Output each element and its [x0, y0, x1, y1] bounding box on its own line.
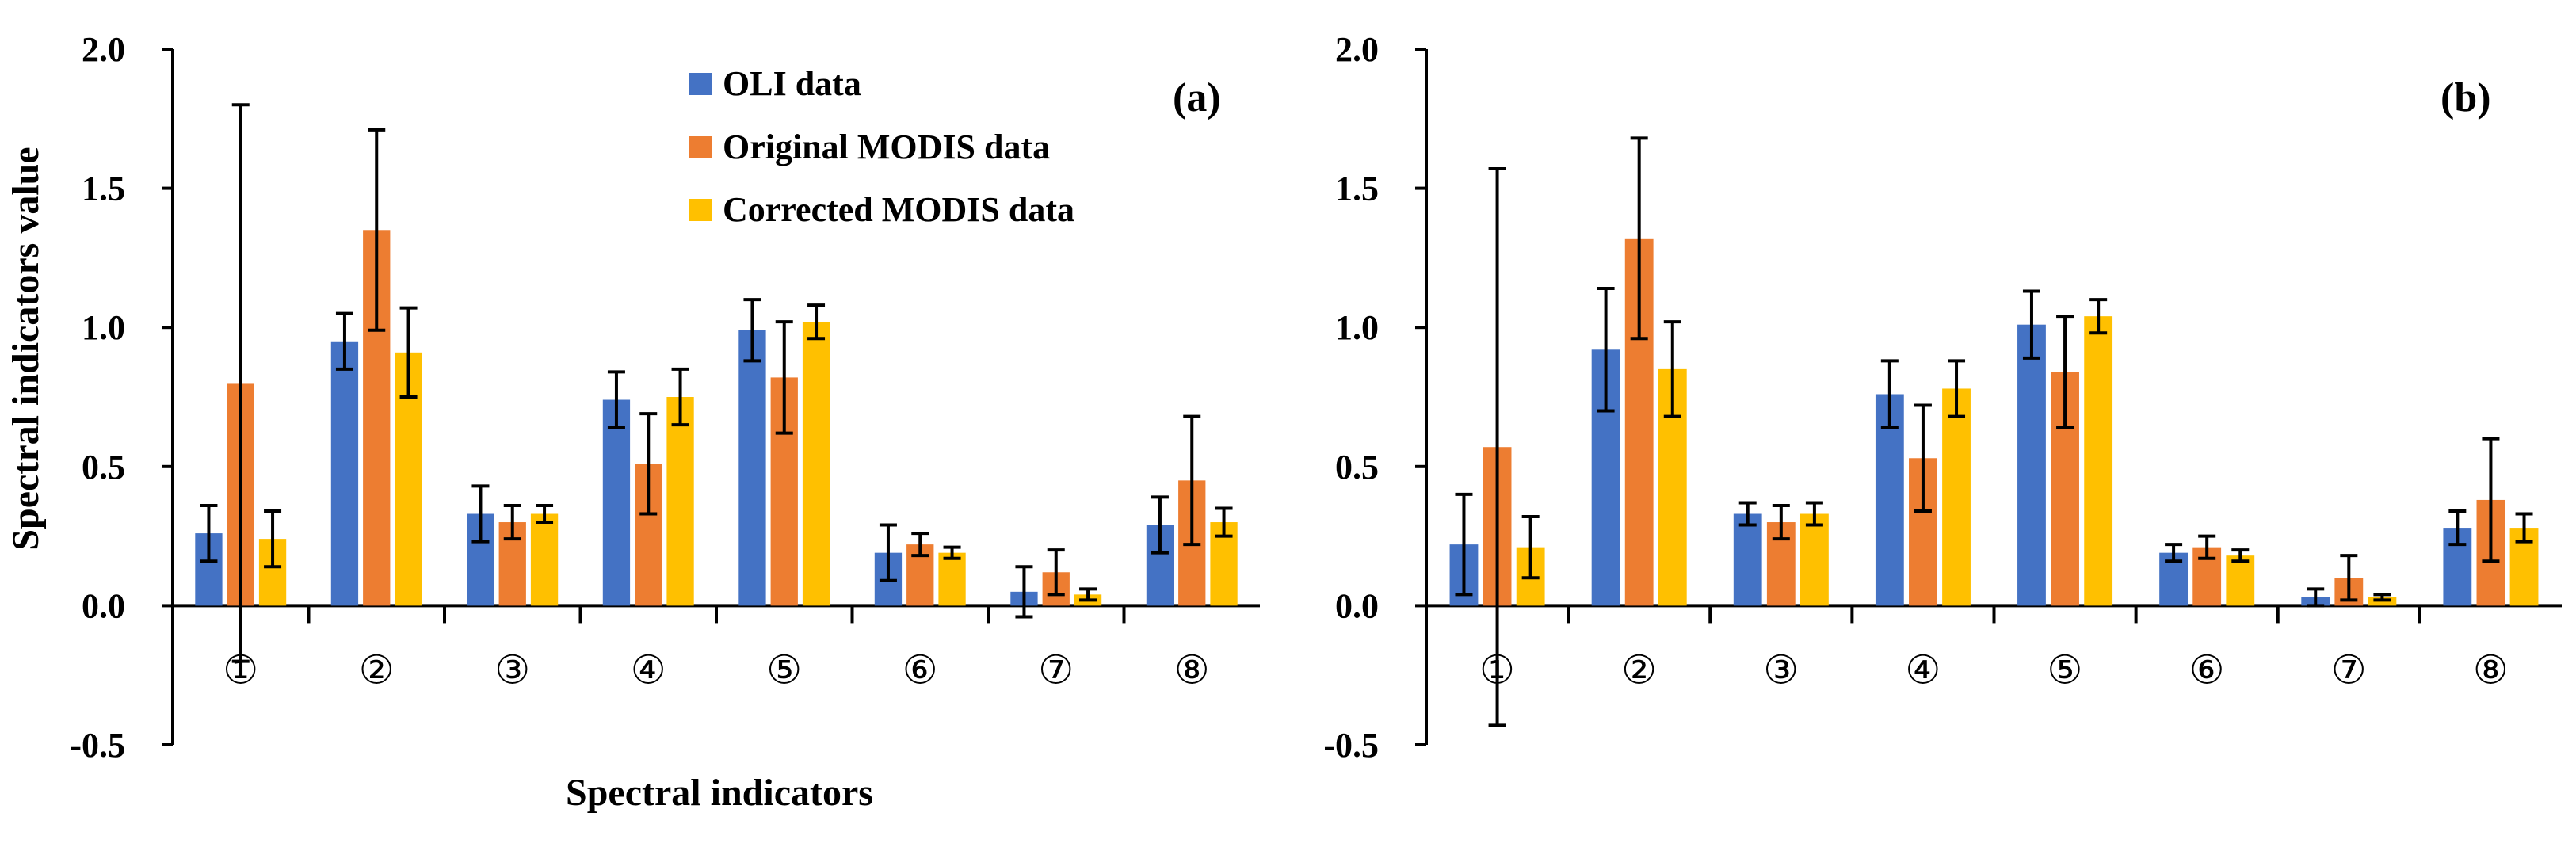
- legend-label-oli: OLI data: [723, 64, 861, 103]
- y-tick-label: 2.0: [1335, 30, 1379, 69]
- bar: [1799, 513, 1829, 606]
- bar: [1875, 394, 1904, 606]
- y-tick-label: 0.5: [1335, 448, 1379, 487]
- y-tick-label: -0.5: [70, 726, 125, 765]
- legend-swatch-original-modis: [689, 136, 712, 158]
- y-tick-label: 0.5: [82, 448, 125, 487]
- y-tick-label: 0.0: [82, 586, 125, 625]
- category-label: ⑦: [1038, 647, 1074, 693]
- bar: [938, 552, 966, 606]
- category-label: ⑤: [766, 647, 802, 693]
- legend-swatch-oli: [689, 73, 712, 95]
- x-axis-title: Spectral indicators: [566, 772, 873, 814]
- category-label: ⑥: [2189, 647, 2225, 693]
- category-label: ②: [359, 647, 395, 693]
- category-label: ⑦: [2331, 647, 2367, 693]
- bar: [2226, 555, 2255, 606]
- category-label: ⑤: [2047, 647, 2083, 693]
- category-label: ②: [1621, 647, 1657, 693]
- legend: OLI data Original MODIS data Corrected M…: [689, 64, 1074, 229]
- category-label: ⑧: [2473, 647, 2509, 693]
- legend-label-original-modis: Original MODIS data: [723, 128, 1050, 166]
- bar: [330, 341, 359, 606]
- y-axis-title: Spectral indicators value: [5, 147, 47, 550]
- legend-label-corrected-modis: Corrected MODIS data: [723, 190, 1074, 229]
- legend-swatch-corrected-modis: [689, 199, 712, 221]
- panel-label-a: (a): [1173, 75, 1221, 120]
- y-tick-label: 1.5: [1335, 170, 1379, 208]
- bar: [2017, 324, 2046, 606]
- bar: [1942, 388, 1971, 606]
- category-label: ④: [631, 647, 666, 693]
- chart-panel-b: (b) 2.0 1.5 1.0 0.5 0.0 -0.5 ① ② ③ ④ ⑤ ⑥ ⑦ ⑧: [1323, 30, 2562, 765]
- bar: [1733, 513, 1762, 606]
- bar: [738, 330, 766, 606]
- y-tick-label: 1.0: [1335, 308, 1379, 347]
- chart-panel-a: Spectral indicators value Spectral indic…: [5, 30, 1260, 814]
- bar: [530, 513, 559, 606]
- y-tick-label: 1.0: [82, 308, 125, 347]
- category-label: ⑥: [903, 647, 938, 693]
- y-tick-label: 2.0: [82, 30, 125, 69]
- category-label: ④: [1906, 647, 1941, 693]
- bar: [602, 399, 631, 606]
- y-tick-label: 0.0: [1335, 586, 1379, 625]
- y-tick-label: -0.5: [1323, 726, 1379, 765]
- category-label: ①: [1479, 647, 1515, 693]
- bar: [802, 322, 830, 606]
- y-tick-label: 1.5: [82, 170, 125, 208]
- category-label: ③: [1763, 647, 1799, 693]
- category-label: ⑧: [1174, 647, 1210, 693]
- bar: [2084, 316, 2113, 606]
- category-label: ①: [223, 647, 258, 693]
- bar: [666, 397, 694, 606]
- panel-label-b: (b): [2441, 75, 2491, 120]
- category-label: ③: [494, 647, 530, 693]
